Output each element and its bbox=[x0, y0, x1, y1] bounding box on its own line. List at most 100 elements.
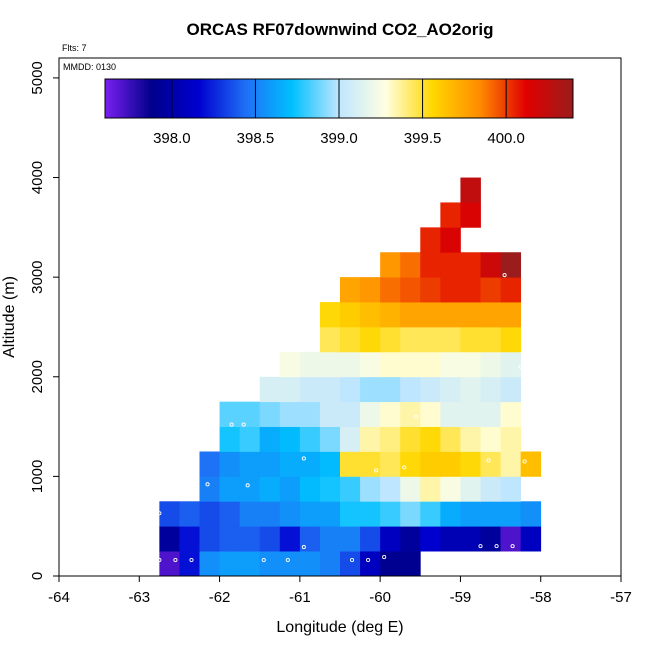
heatmap-cell bbox=[299, 376, 321, 403]
x-tick-label: -64 bbox=[48, 589, 70, 606]
heatmap-cell bbox=[380, 277, 401, 303]
observation-point bbox=[374, 468, 379, 473]
x-tick-label: -57 bbox=[610, 589, 632, 606]
heatmap-cell bbox=[340, 401, 361, 427]
heatmap-cell bbox=[500, 476, 522, 502]
heatmap-cell bbox=[420, 501, 441, 527]
heatmap-cell bbox=[440, 476, 461, 502]
heatmap-cell bbox=[460, 351, 481, 378]
plot-frame bbox=[58, 57, 622, 577]
heatmap-cell bbox=[279, 426, 301, 452]
heatmap-cell bbox=[340, 476, 361, 502]
heatmap-cell bbox=[299, 476, 321, 502]
heatmap-cell bbox=[480, 451, 501, 477]
heatmap-cell bbox=[400, 252, 421, 278]
heatmap-cell bbox=[360, 351, 381, 378]
heatmap-cell bbox=[199, 451, 220, 477]
heatmap-cell bbox=[460, 202, 481, 228]
heatmap-cell bbox=[259, 501, 281, 527]
heatmap-cell bbox=[500, 351, 522, 378]
y-tick-label: 2000 bbox=[29, 360, 46, 393]
heatmap-cell bbox=[239, 551, 261, 577]
observation-point bbox=[522, 459, 527, 464]
heatmap-cell bbox=[159, 526, 180, 552]
heatmap-cell bbox=[380, 401, 401, 427]
heatmap-cell bbox=[279, 551, 301, 577]
heatmap-cell bbox=[380, 551, 401, 577]
observation-point bbox=[422, 553, 427, 558]
heatmap-cell bbox=[360, 426, 381, 452]
mmdd-annotation: MMDD: 0130 bbox=[63, 62, 116, 72]
heatmap-cell bbox=[480, 401, 501, 427]
heatmap-cell bbox=[400, 451, 421, 477]
observation-point bbox=[438, 555, 443, 560]
heatmap-cell bbox=[319, 526, 341, 552]
heatmap-cell bbox=[460, 526, 481, 552]
heatmap-cell bbox=[340, 426, 361, 452]
heatmap-cell bbox=[259, 451, 281, 477]
observation-point bbox=[261, 558, 266, 563]
heatmap-cell bbox=[460, 501, 481, 527]
heatmap-cell bbox=[179, 526, 200, 552]
heatmap-cell bbox=[199, 551, 220, 577]
heatmap-cell bbox=[299, 426, 321, 452]
heatmap-cell bbox=[360, 551, 381, 577]
observation-point bbox=[173, 558, 178, 563]
heatmap-cell bbox=[500, 401, 522, 427]
heatmap-cell bbox=[440, 351, 461, 378]
heatmap-cell bbox=[480, 426, 501, 452]
colorbar-tick-label: 398.0 bbox=[153, 130, 191, 147]
heatmap-cell bbox=[179, 551, 200, 577]
colorbar-ticks: 398.0 398.5 399.0 399.5 400.0 bbox=[153, 79, 525, 147]
observation-point bbox=[301, 545, 306, 550]
heatmap-cell bbox=[319, 302, 341, 328]
heatmap-cell bbox=[319, 401, 341, 427]
heatmap-cell bbox=[360, 302, 381, 328]
heatmap-cell bbox=[400, 551, 421, 577]
heatmap-cell bbox=[480, 252, 501, 278]
observation-points bbox=[157, 178, 527, 563]
heatmap-cell bbox=[420, 302, 441, 328]
heatmap-cell bbox=[480, 351, 501, 378]
heatmap-cell bbox=[360, 376, 381, 403]
heatmap-cell bbox=[159, 501, 180, 527]
observation-point bbox=[478, 544, 483, 549]
heatmap-cell bbox=[340, 277, 361, 303]
heatmap-cell bbox=[259, 551, 281, 577]
heatmap-cell bbox=[500, 302, 522, 328]
heatmap-cell bbox=[279, 451, 301, 477]
heatmap-cell bbox=[500, 376, 522, 403]
heatmap-cell bbox=[219, 426, 241, 452]
heatmap-cell bbox=[159, 551, 180, 577]
heatmap-cell bbox=[259, 401, 281, 427]
x-tick-label: -61 bbox=[289, 589, 311, 606]
observation-point bbox=[402, 465, 407, 470]
colorbar-tick-label: 398.5 bbox=[237, 130, 275, 147]
heatmap-cell bbox=[500, 277, 522, 303]
heatmap-cell bbox=[440, 376, 461, 403]
heatmap-cell bbox=[319, 551, 341, 577]
observation-point bbox=[157, 558, 162, 563]
x-tick-label: -58 bbox=[530, 589, 552, 606]
heatmap-cell bbox=[480, 376, 501, 403]
heatmap-cell bbox=[440, 227, 461, 253]
observation-point bbox=[157, 511, 162, 516]
heatmap-cell bbox=[279, 376, 301, 403]
heatmap-cell bbox=[420, 277, 441, 303]
heatmap-cell bbox=[420, 476, 441, 502]
heatmap-cell bbox=[380, 476, 401, 502]
observation-point bbox=[205, 482, 210, 487]
x-tick-label: -62 bbox=[209, 589, 231, 606]
heatmap-cell bbox=[440, 277, 461, 303]
heatmap-cell bbox=[319, 326, 341, 353]
observation-point bbox=[229, 422, 234, 427]
y-axis-label: Altitude (m) bbox=[1, 276, 18, 358]
y-tick-label: 4000 bbox=[29, 161, 46, 194]
heatmap-cell bbox=[440, 326, 461, 353]
heatmap-cell bbox=[440, 302, 461, 328]
y-tick-label: 5000 bbox=[29, 61, 46, 94]
heatmap-cell bbox=[239, 476, 261, 502]
observation-point bbox=[241, 422, 246, 427]
heatmap-cell bbox=[420, 426, 441, 452]
